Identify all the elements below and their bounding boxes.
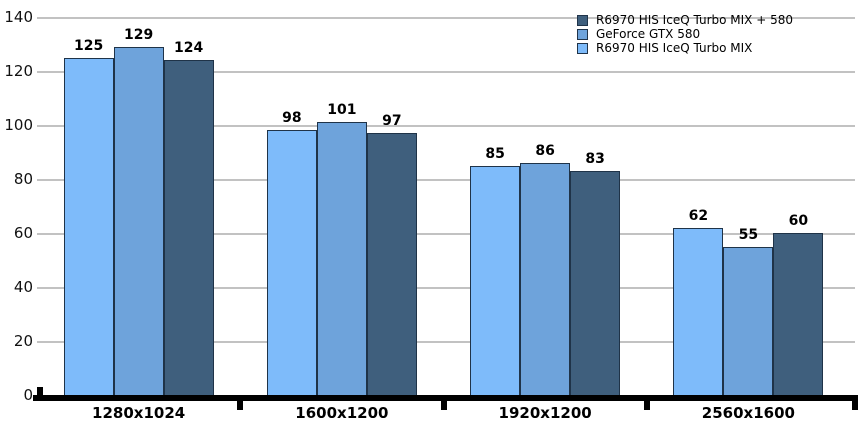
bar: 98 <box>266 110 317 395</box>
gridline <box>37 71 855 73</box>
legend-label: R6970 HIS IceQ Turbo MIX + 580 <box>596 13 793 27</box>
y-axis-tick-label: 20 <box>13 332 33 350</box>
bar: 85 <box>470 146 521 395</box>
legend-swatch <box>577 42 588 54</box>
x-axis-origin-tick <box>37 387 43 396</box>
y-axis-tick-label: 40 <box>13 278 33 296</box>
gridline <box>37 17 855 19</box>
legend-swatch <box>577 14 588 26</box>
bar-group: 125 129 124 <box>37 17 240 395</box>
bar: 101 <box>316 102 367 395</box>
x-axis-line <box>33 395 858 401</box>
bar-value-label: 129 <box>124 26 154 43</box>
x-axis-tick <box>643 401 650 410</box>
y-axis-tick-label: 120 <box>4 62 33 80</box>
bar-value-label: 83 <box>585 150 605 167</box>
gridline <box>37 341 855 343</box>
x-axis-category-label: 1600x1200 <box>295 404 389 422</box>
x-axis-category-label: 1920x1200 <box>498 404 592 422</box>
gridline <box>37 233 855 235</box>
bar-value-label: 86 <box>535 142 555 159</box>
bar: 125 <box>63 38 114 395</box>
bar-value-label: 85 <box>485 145 505 162</box>
bar-group: 62 55 60 <box>647 17 850 395</box>
legend-label: GeForce GTX 580 <box>596 27 701 41</box>
legend-label: R6970 HIS IceQ Turbo MIX <box>596 41 753 55</box>
y-axis-tick-label: 100 <box>4 116 33 134</box>
bar: 129 <box>113 27 164 395</box>
legend-item: R6970 HIS IceQ Turbo MIX + 580 <box>577 13 793 27</box>
legend: R6970 HIS IceQ Turbo MIX + 580 GeForce GT… <box>577 13 793 55</box>
y-axis-tick-label: 80 <box>13 170 33 188</box>
bar-value-label: 101 <box>327 102 357 119</box>
legend-swatch <box>577 28 588 40</box>
bar: 97 <box>366 113 417 395</box>
x-axis-tick <box>237 401 244 410</box>
x-axis-end-tick <box>852 401 858 410</box>
bar-value-label: 55 <box>738 226 759 243</box>
bar: 83 <box>570 151 621 395</box>
bar: 60 <box>773 213 824 395</box>
gridline <box>37 179 855 181</box>
x-axis-labels: 1280x1024 1600x1200 1920x1200 2560x1600 <box>37 404 850 422</box>
x-axis-tick <box>440 401 447 410</box>
y-axis-tick-label: 60 <box>13 224 33 242</box>
bar-value-label: 98 <box>282 110 302 127</box>
bar: 124 <box>163 40 214 395</box>
bar: 62 <box>673 208 724 395</box>
x-axis-category-label: 2560x1600 <box>701 404 795 422</box>
bar-value-label: 97 <box>382 113 402 130</box>
bar-value-label: 62 <box>688 207 709 224</box>
gridline <box>37 287 855 289</box>
legend-item: R6970 HIS IceQ Turbo MIX <box>577 41 793 55</box>
y-axis-tick-label: 0 <box>23 386 33 404</box>
bar-value-label: 125 <box>74 37 104 54</box>
gridline <box>37 125 855 127</box>
bar: 55 <box>723 227 774 395</box>
bar-value-label: 124 <box>174 40 204 57</box>
bar: 86 <box>520 143 571 395</box>
legend-item: GeForce GTX 580 <box>577 27 793 41</box>
x-axis-category-label: 1280x1024 <box>92 404 186 422</box>
y-axis-tick-label: 140 <box>4 8 33 26</box>
bar-group: 98 101 97 <box>240 17 443 395</box>
bar-value-label: 60 <box>788 213 809 229</box>
bar-group: 85 86 83 <box>444 17 647 395</box>
